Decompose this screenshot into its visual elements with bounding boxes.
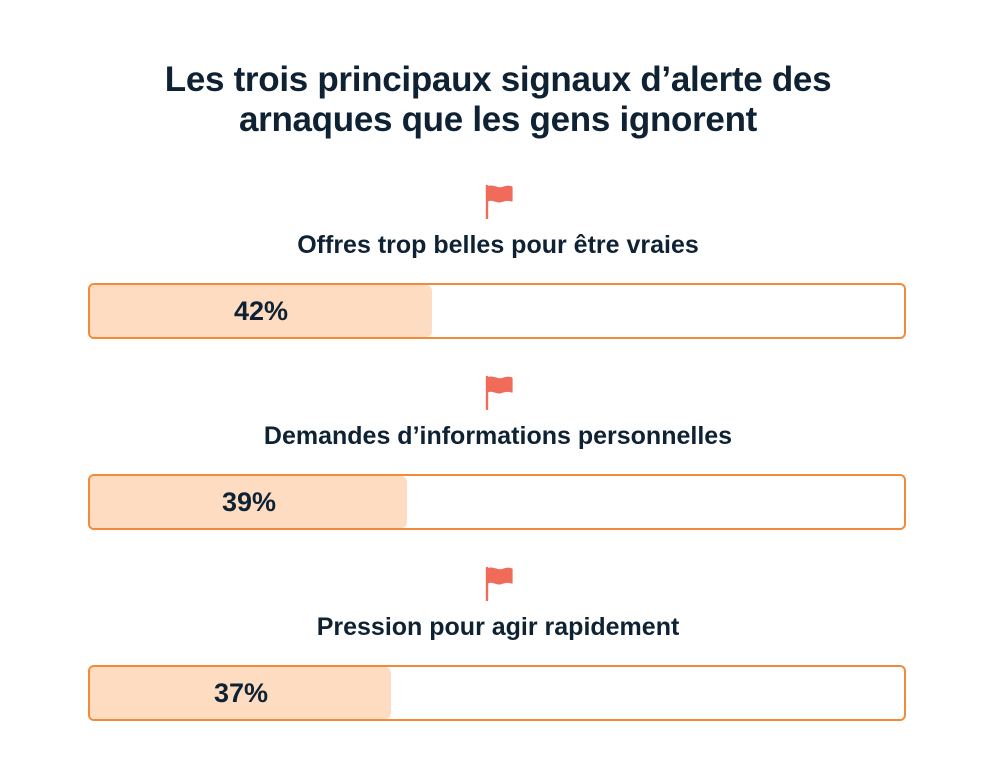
- flag-icon: [482, 183, 516, 220]
- bar-category-label: Demandes d’informations personnelles: [263, 422, 733, 450]
- bar-category-label: Offres trop belles pour être vraies: [297, 231, 699, 259]
- bar-track: 42%: [88, 283, 906, 339]
- bar-value-label: 42%: [233, 296, 289, 326]
- bar-track: 39%: [88, 474, 906, 530]
- chart-title-line-2: arnaques que les gens ignorent: [238, 100, 758, 139]
- bar: [90, 476, 407, 528]
- bar-track: 37%: [88, 665, 906, 721]
- flag-icon: [482, 565, 516, 602]
- bar-category-label: Pression pour agir rapidement: [316, 613, 680, 641]
- chart-title: Les trois principaux signaux d’alerte de…: [0, 60, 996, 140]
- bar: [90, 667, 391, 719]
- bar-value-label: 39%: [221, 487, 277, 517]
- bar-value-label: 37%: [213, 678, 269, 708]
- bar: [90, 285, 432, 337]
- chart-title-line-1: Les trois principaux signaux d’alerte de…: [164, 60, 832, 99]
- flag-icon: [482, 374, 516, 411]
